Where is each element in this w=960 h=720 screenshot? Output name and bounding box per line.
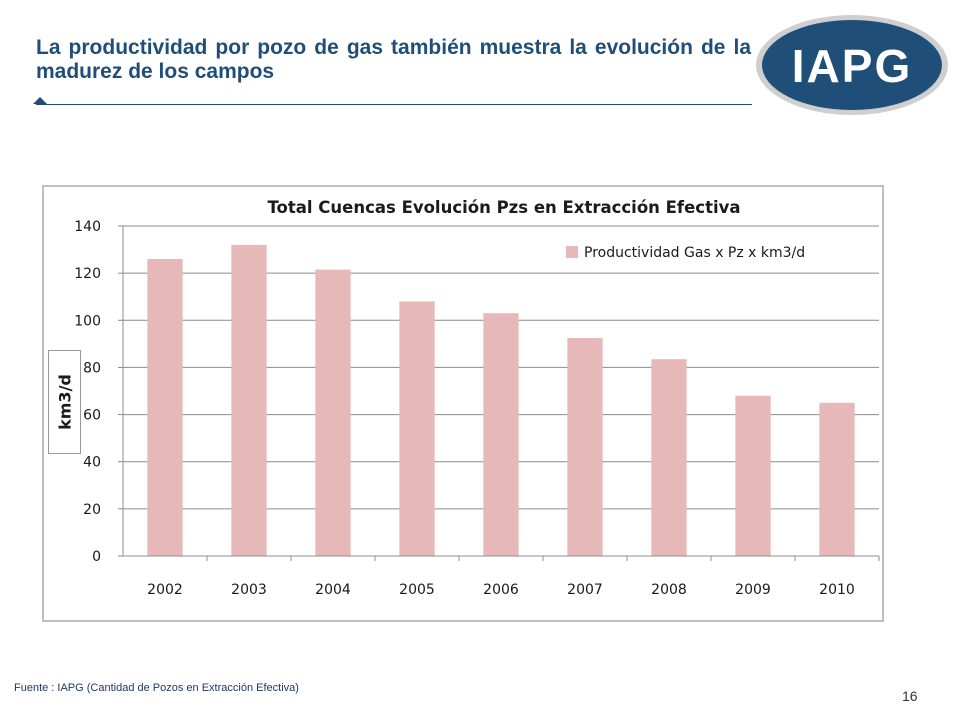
page-number: 16 (902, 688, 918, 704)
title-marker (33, 97, 47, 104)
bars (147, 244, 855, 556)
x-tick-label: 2002 (147, 582, 183, 598)
bar-2004 (315, 269, 351, 556)
x-tick-labels: 2002 2003 2004 2005 2006 2007 2008 2009 2010 (147, 582, 855, 598)
logo-ellipse (762, 20, 942, 110)
x-tick-label: 2003 (231, 582, 267, 598)
y-tick-label: 60 (83, 408, 101, 424)
y-axis-label-box: km3/d (48, 350, 81, 454)
legend-label: Productividad Gas x Pz x km3/d (584, 245, 805, 261)
y-tick-label: 40 (83, 455, 101, 471)
bar-2008 (651, 359, 687, 556)
y-tick-labels: 0 20 40 60 80 100 120 140 (74, 219, 101, 565)
title-underline (36, 104, 752, 105)
logo-text: IAPG (792, 40, 912, 92)
bar-2005 (399, 301, 435, 556)
bar-2002 (147, 259, 183, 556)
y-tick-label: 120 (74, 266, 101, 282)
bar-2007 (567, 337, 603, 556)
iapg-logo: IAPG (756, 15, 948, 115)
x-tick-label: 2009 (735, 582, 771, 598)
y-tick-label: 80 (83, 360, 101, 376)
chart-title: Total Cuencas Evolución Pzs en Extracció… (267, 198, 740, 217)
x-tick-label: 2004 (315, 582, 351, 598)
x-tick-label: 2006 (483, 582, 519, 598)
y-axis-label: km3/d (55, 374, 74, 430)
bar-2003 (231, 244, 267, 556)
x-tick-label: 2008 (651, 582, 687, 598)
source-note: Fuente : IAPG (Cantidad de Pozos en Extr… (14, 682, 299, 694)
y-tick-label: 140 (74, 219, 101, 235)
chart-frame: Total Cuencas Evolución Pzs en Extracció… (42, 185, 884, 622)
bar-2010 (819, 402, 855, 556)
y-tick-label: 0 (92, 549, 101, 565)
legend-swatch (566, 246, 578, 258)
axes (118, 225, 880, 561)
bar-chart: Total Cuencas Evolución Pzs en Extracció… (74, 198, 880, 598)
y-tick-label: 20 (83, 502, 101, 518)
x-tick-label: 2007 (567, 582, 603, 598)
x-tick-label: 2005 (399, 582, 435, 598)
bar-2009 (735, 395, 771, 556)
slide-title: La productividad por pozo de gas también… (36, 36, 751, 83)
y-tick-label: 100 (74, 313, 101, 329)
bar-2006 (483, 313, 519, 556)
legend: Productividad Gas x Pz x km3/d (566, 245, 805, 261)
x-tick-label: 2010 (819, 582, 855, 598)
